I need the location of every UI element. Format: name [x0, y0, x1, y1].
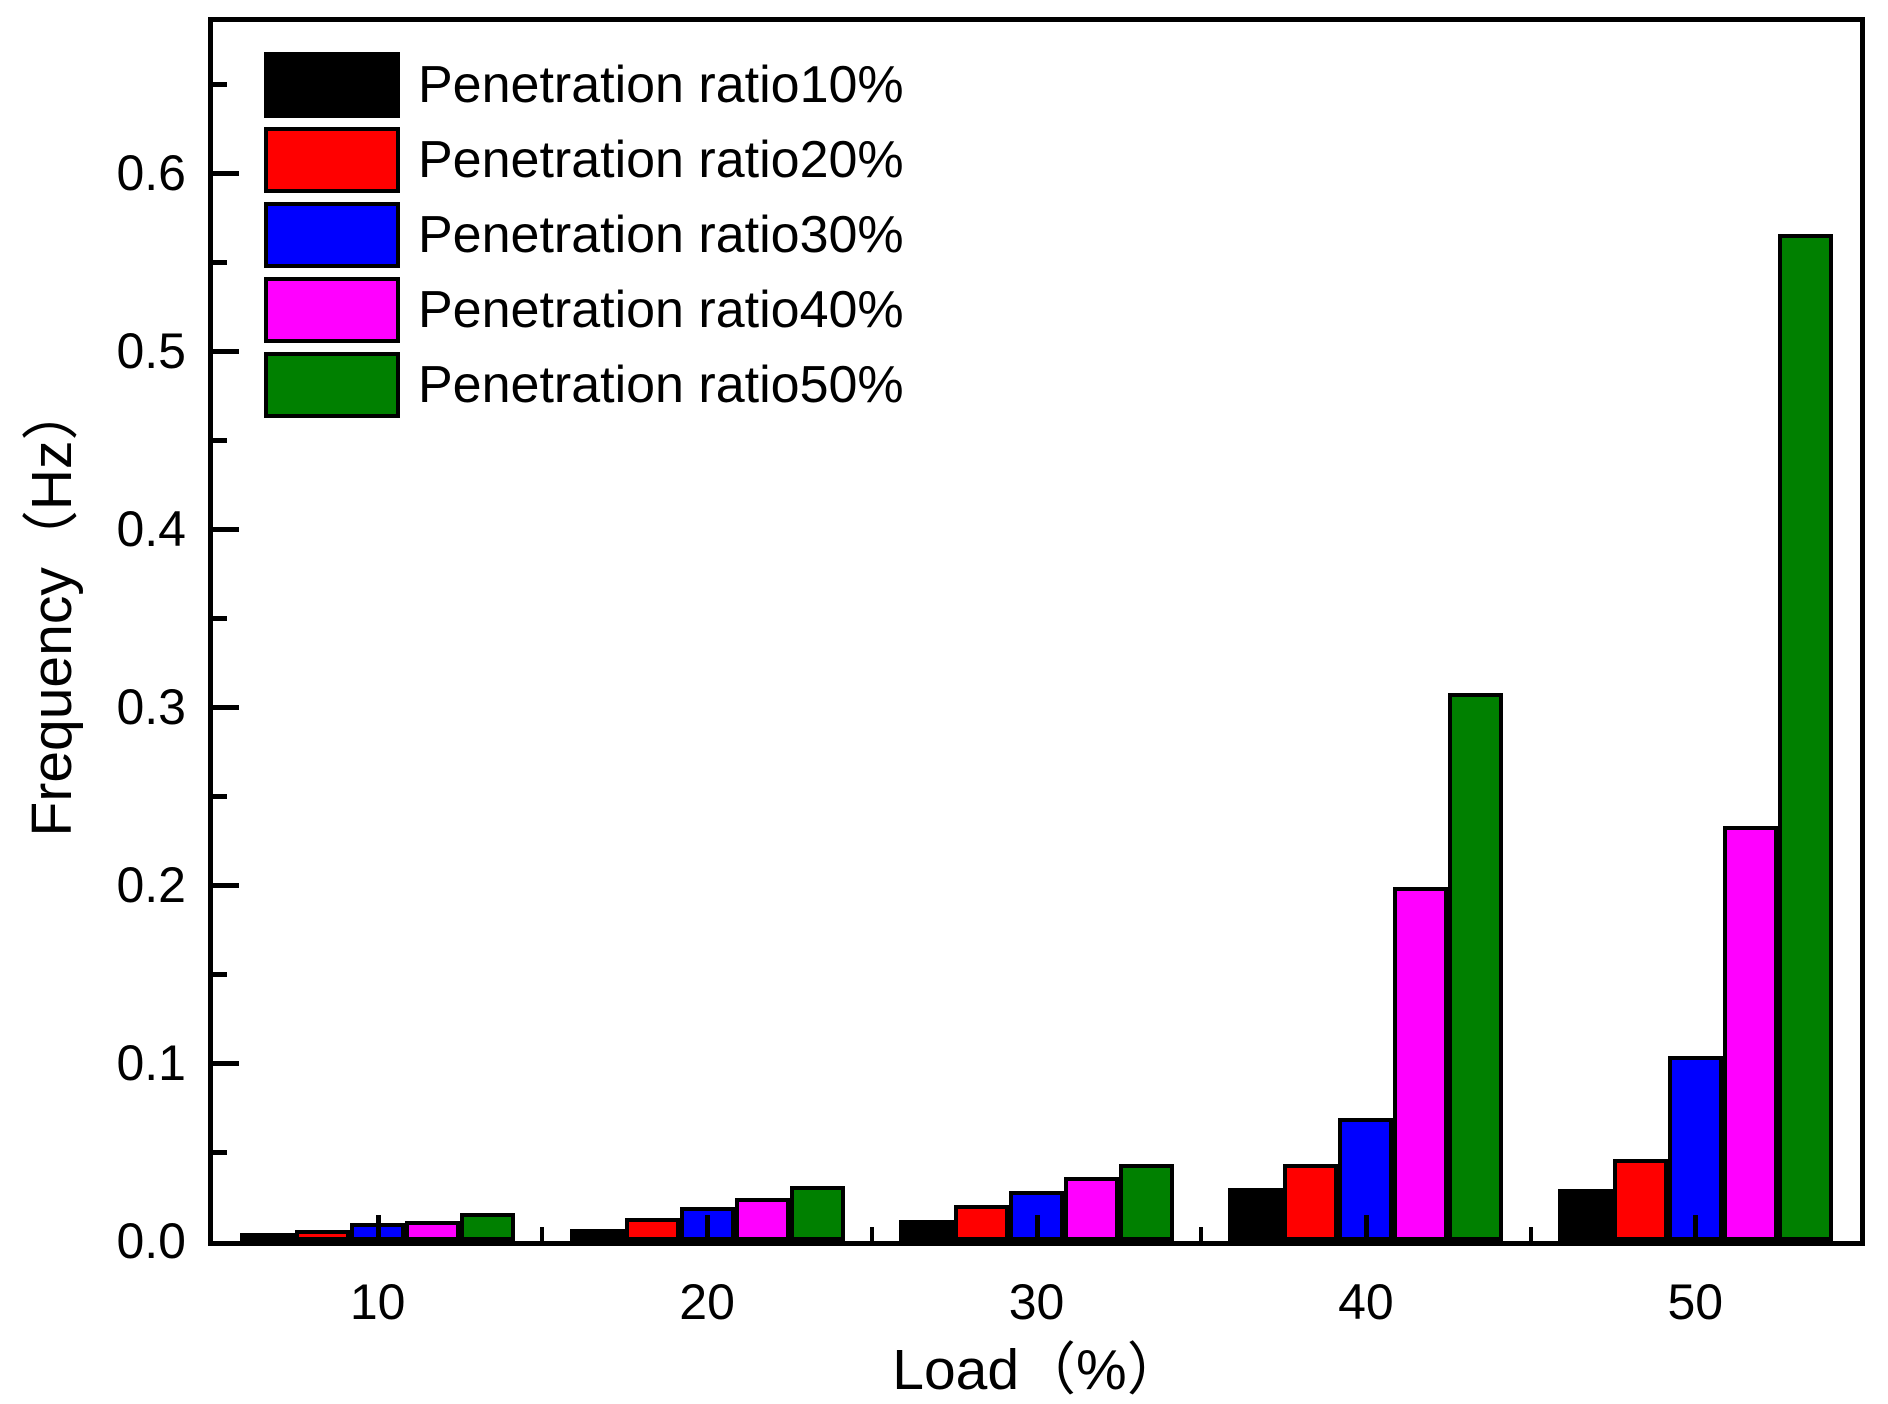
bar-series4-cat20	[734, 1198, 790, 1241]
bar-series5-cat30	[1119, 1164, 1174, 1241]
y-tick-label: 0.1	[116, 1035, 186, 1092]
bar-series2-cat10	[295, 1230, 351, 1241]
x-tick-label: 10	[349, 1274, 406, 1330]
y-tick-label: 0.4	[116, 501, 186, 558]
bar-series5-cat10	[460, 1213, 516, 1241]
y-minor-tick	[213, 794, 227, 800]
bar-series4-cat10	[405, 1221, 461, 1241]
y-major-tick	[213, 1061, 239, 1067]
y-tick-label: 0.0	[116, 1213, 186, 1269]
x-major-tick	[1693, 1215, 1699, 1241]
y-major-tick	[213, 349, 239, 355]
legend-swatch-icon	[264, 127, 400, 193]
bar-series3-cat50	[1667, 1056, 1723, 1241]
x-tick-label: 50	[1667, 1274, 1724, 1330]
x-tick-label: 20	[679, 1274, 735, 1330]
y-major-tick	[213, 883, 239, 889]
bar-series4-cat30	[1064, 1177, 1119, 1241]
y-tick-label: 0.5	[116, 323, 186, 380]
bar-series4-cat50	[1722, 826, 1778, 1241]
y-tick-label: 0.2	[116, 857, 186, 914]
y-minor-tick	[213, 972, 227, 978]
x-tick-label: 30	[1008, 1274, 1065, 1330]
x-minor-tick	[1528, 1227, 1533, 1241]
y-minor-tick	[213, 438, 227, 444]
y-major-tick	[213, 171, 239, 177]
bar-series2-cat40	[1283, 1164, 1339, 1241]
x-minor-tick	[540, 1227, 545, 1241]
x-axis-title: Load（%）	[892, 1338, 1184, 1402]
bar-series5-cat50	[1777, 234, 1833, 1241]
x-major-tick	[705, 1215, 711, 1241]
y-minor-tick	[213, 260, 227, 266]
bar-series2-cat20	[624, 1218, 680, 1241]
plot-area	[208, 17, 1865, 1246]
bar-series1-cat30	[899, 1220, 954, 1241]
legend-label: Penetration ratio40%	[418, 281, 904, 339]
legend-swatch-icon	[264, 202, 400, 268]
bar-series2-cat30	[954, 1205, 1009, 1241]
y-tick-label: 0.6	[116, 145, 186, 202]
x-major-tick	[1034, 1215, 1040, 1241]
legend-label: Penetration ratio30%	[418, 206, 904, 264]
y-major-tick	[213, 527, 239, 533]
y-minor-tick	[213, 616, 227, 622]
x-tick-label: 40	[1338, 1274, 1394, 1330]
y-minor-tick	[213, 82, 227, 88]
legend-label: Penetration ratio50%	[418, 356, 904, 414]
bar-series5-cat20	[789, 1186, 845, 1241]
legend-label: Penetration ratio20%	[418, 131, 904, 189]
bar-series1-cat20	[569, 1229, 625, 1241]
legend-swatch-icon	[264, 52, 400, 118]
y-axis-title: Frequency（Hz）	[20, 383, 84, 837]
bar-series1-cat50	[1557, 1189, 1613, 1241]
legend-label: Penetration ratio10%	[418, 56, 904, 114]
x-major-tick	[1363, 1215, 1369, 1241]
x-minor-tick	[1199, 1227, 1204, 1241]
legend-swatch-icon	[264, 352, 400, 418]
bar-series1-cat10	[240, 1233, 296, 1241]
x-major-tick	[375, 1215, 381, 1241]
x-minor-tick	[869, 1227, 874, 1241]
bar-series5-cat40	[1448, 693, 1504, 1241]
y-minor-tick	[213, 1150, 227, 1156]
bar-series1-cat40	[1228, 1188, 1284, 1241]
bar-series4-cat40	[1393, 887, 1449, 1241]
bar-series2-cat50	[1612, 1159, 1668, 1241]
y-major-tick	[213, 705, 239, 711]
y-tick-label: 0.3	[116, 679, 186, 736]
legend-swatch-icon	[264, 277, 400, 343]
